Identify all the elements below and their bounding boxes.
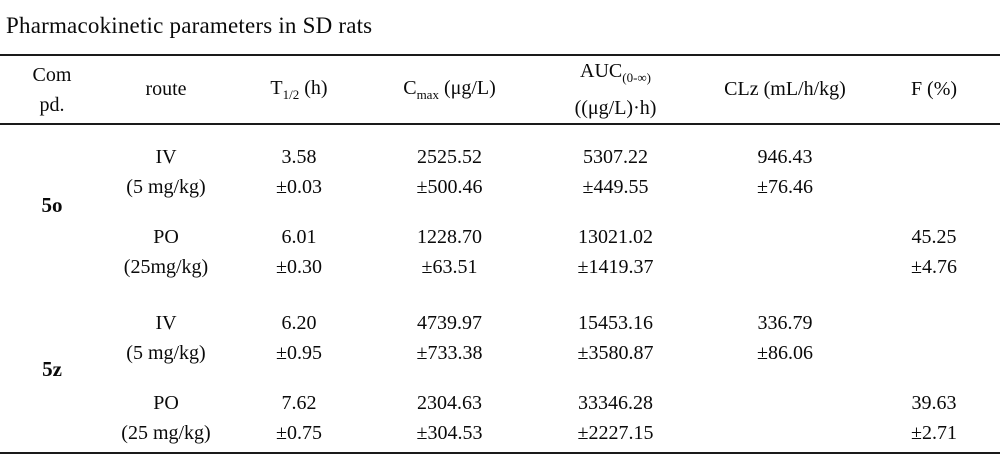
dose-label: (25 mg/kg) — [121, 422, 211, 444]
t-half-value: 6.20 — [281, 312, 317, 334]
f-cell: 45.25 ±4.76 — [868, 202, 1000, 286]
f-value: 45.25 — [911, 226, 957, 248]
clz-value: 336.79 — [757, 312, 813, 334]
t-half-value: 3.58 — [281, 146, 317, 168]
table-row-5o-po: PO (25mg/kg) 6.01 ±0.30 1228.70 ±63.51 1… — [0, 202, 1000, 286]
dose-label: (25mg/kg) — [123, 256, 209, 278]
header-cmax-subscript: max — [416, 86, 439, 102]
header-t-half: T1/2 (h) — [228, 55, 370, 125]
clz-sd: ±76.46 — [757, 176, 813, 198]
header-f: F (%) — [868, 55, 1000, 125]
clz-value: 946.43 — [757, 146, 813, 168]
auc-value: 33346.28 — [578, 392, 653, 414]
header-compound-line2: pd. — [39, 93, 65, 116]
header-compound-line1: Com — [32, 63, 72, 86]
header-cmax-symbol: C — [403, 76, 417, 99]
cmax-sd: ±304.53 — [416, 422, 483, 444]
route-label: PO — [153, 392, 179, 414]
clz-cell-empty — [702, 368, 868, 453]
auc-cell: 5307.22 ±449.55 — [529, 124, 702, 202]
t-half-sd: ±0.30 — [276, 256, 322, 278]
cmax-cell: 2525.52 ±500.46 — [370, 124, 529, 202]
cmax-sd: ±500.46 — [416, 176, 483, 198]
t-half-value: 6.01 — [281, 226, 317, 248]
table-row-5z-po: PO (25 mg/kg) 7.62 ±0.75 2304.63 ±304.53… — [0, 368, 1000, 453]
auc-cell: 15453.16 ±3580.87 — [529, 286, 702, 368]
header-auc-subscript: (0-∞) — [622, 70, 651, 85]
header-cmax-unit: (μg/L) — [438, 76, 496, 99]
t-half-cell: 6.01 ±0.30 — [228, 202, 370, 286]
header-route-label: route — [145, 78, 187, 100]
header-auc-symbol: AUC — [580, 60, 623, 82]
header-t-half-symbol: T — [270, 76, 283, 99]
route-label: IV — [155, 312, 177, 334]
route-label: PO — [153, 226, 179, 248]
header-f-label: F (%) — [910, 78, 958, 100]
f-cell-empty — [868, 124, 1000, 202]
dose-label: (5 mg/kg) — [126, 176, 206, 198]
table-body: 5o IV (5 mg/kg) 3.58 ±0.03 2525.52 ±500.… — [0, 124, 1000, 453]
header-cmax: Cmax (μg/L) — [370, 55, 529, 125]
route-cell: PO (25mg/kg) — [104, 202, 228, 286]
cmax-value: 2304.63 — [417, 392, 482, 414]
pharmacokinetics-table: Com pd. route T1/2 (h) Cmax (μg/L) AUC(0… — [0, 54, 1000, 454]
route-cell: PO (25 mg/kg) — [104, 368, 228, 453]
cmax-cell: 4739.97 ±733.38 — [370, 286, 529, 368]
header-auc: AUC(0-∞) ((μg/L)·h) — [529, 55, 702, 125]
auc-cell: 13021.02 ±1419.37 — [529, 202, 702, 286]
t-half-sd: ±0.03 — [276, 176, 322, 198]
cmax-sd: ±63.51 — [421, 256, 478, 278]
header-clz: CLz (mL/h/kg) — [702, 55, 868, 125]
table-row-5z-iv: 5z IV (5 mg/kg) 6.20 ±0.95 4739.97 ±733.… — [0, 286, 1000, 381]
cmax-value: 2525.52 — [417, 146, 482, 168]
compound-label-5o: 5o — [41, 193, 63, 217]
f-cell: 39.63 ±2.71 — [868, 368, 1000, 453]
cmax-value: 1228.70 — [417, 226, 482, 248]
cmax-cell: 1228.70 ±63.51 — [370, 202, 529, 286]
route-cell: IV (5 mg/kg) — [104, 124, 228, 202]
auc-cell: 33346.28 ±2227.15 — [529, 368, 702, 453]
header-compound: Com pd. — [0, 55, 104, 125]
auc-sd: ±449.55 — [582, 176, 649, 198]
f-value: 39.63 — [911, 392, 957, 414]
header-t-half-unit: (h) — [299, 76, 328, 99]
compound-label-5z: 5z — [42, 356, 62, 381]
cmax-cell: 2304.63 ±304.53 — [370, 368, 529, 453]
cmax-sd: ±733.38 — [416, 342, 483, 364]
route-label: IV — [155, 146, 177, 168]
header-auc-unit: ((μg/L)·h) — [574, 97, 657, 119]
auc-sd: ±1419.37 — [577, 256, 654, 278]
clz-cell-empty — [702, 202, 868, 286]
header-route: route — [104, 55, 228, 125]
auc-value: 15453.16 — [578, 312, 653, 334]
header-clz-label: CLz (mL/h/kg) — [724, 78, 846, 100]
clz-cell: 336.79 ±86.06 — [702, 286, 868, 368]
cmax-value: 4739.97 — [417, 312, 482, 334]
route-cell: IV (5 mg/kg) — [104, 286, 228, 368]
f-cell-empty — [868, 286, 1000, 368]
auc-sd: ±3580.87 — [577, 342, 654, 364]
header-row: Com pd. route T1/2 (h) Cmax (μg/L) AUC(0… — [0, 55, 1000, 125]
header-t-half-subscript: 1/2 — [282, 86, 300, 102]
clz-sd: ±86.06 — [757, 342, 813, 364]
t-half-cell: 7.62 ±0.75 — [228, 368, 370, 453]
page-title: Pharmacokinetic parameters in SD rats — [6, 13, 373, 38]
f-sd: ±4.76 — [911, 256, 957, 278]
t-half-sd: ±0.75 — [276, 422, 322, 444]
t-half-cell: 6.20 ±0.95 — [228, 286, 370, 368]
auc-value: 13021.02 — [578, 226, 653, 248]
f-sd: ±2.71 — [911, 422, 957, 444]
page: Pharmacokinetic parameters in SD rats Co… — [0, 11, 1000, 464]
dose-label: (5 mg/kg) — [126, 342, 206, 364]
auc-sd: ±2227.15 — [577, 422, 654, 444]
t-half-sd: ±0.95 — [276, 342, 322, 364]
table-header: Com pd. route T1/2 (h) Cmax (μg/L) AUC(0… — [0, 55, 1000, 125]
t-half-value: 7.62 — [281, 392, 317, 414]
t-half-cell: 3.58 ±0.03 — [228, 124, 370, 202]
clz-cell: 946.43 ±76.46 — [702, 124, 868, 202]
table-row-5o-iv: 5o IV (5 mg/kg) 3.58 ±0.03 2525.52 ±500.… — [0, 124, 1000, 217]
auc-value: 5307.22 — [583, 146, 648, 168]
